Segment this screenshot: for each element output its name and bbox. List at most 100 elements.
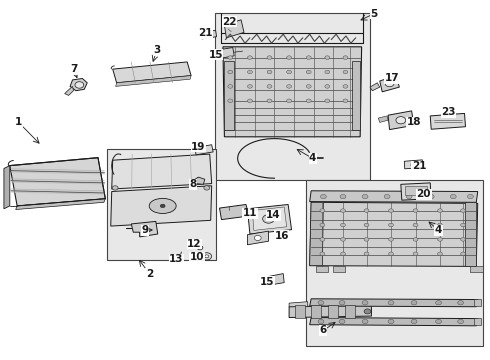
Circle shape <box>389 223 393 227</box>
Circle shape <box>267 70 272 74</box>
Text: 14: 14 <box>266 210 281 220</box>
Text: 4: 4 <box>309 153 317 163</box>
Circle shape <box>364 238 369 241</box>
Polygon shape <box>116 76 191 86</box>
Bar <box>328 305 338 318</box>
Circle shape <box>389 209 393 212</box>
Polygon shape <box>10 158 105 206</box>
Circle shape <box>247 56 252 59</box>
Circle shape <box>339 319 345 324</box>
Polygon shape <box>65 86 74 95</box>
Circle shape <box>254 235 261 240</box>
Polygon shape <box>223 47 362 137</box>
Circle shape <box>318 319 324 324</box>
Circle shape <box>406 194 412 199</box>
Bar <box>345 305 355 318</box>
Circle shape <box>341 223 345 227</box>
Circle shape <box>325 85 330 88</box>
Polygon shape <box>113 62 191 83</box>
Circle shape <box>436 319 441 324</box>
Circle shape <box>267 56 272 59</box>
Ellipse shape <box>149 198 176 213</box>
Text: 15: 15 <box>208 50 223 60</box>
Polygon shape <box>316 266 328 272</box>
Polygon shape <box>252 207 287 230</box>
Circle shape <box>388 319 394 324</box>
Circle shape <box>413 238 418 241</box>
Circle shape <box>438 209 442 212</box>
Circle shape <box>306 99 311 103</box>
Circle shape <box>467 194 473 199</box>
Text: 3: 3 <box>153 45 160 55</box>
Text: 21: 21 <box>198 28 213 38</box>
Polygon shape <box>474 318 481 325</box>
Text: 1: 1 <box>15 117 22 127</box>
Polygon shape <box>401 183 431 200</box>
Circle shape <box>112 186 118 190</box>
Circle shape <box>396 117 406 124</box>
Polygon shape <box>378 116 388 122</box>
Circle shape <box>428 194 434 199</box>
Polygon shape <box>70 78 87 91</box>
Text: 5: 5 <box>370 9 377 19</box>
Circle shape <box>320 252 325 256</box>
Circle shape <box>306 85 311 88</box>
Polygon shape <box>474 299 481 306</box>
Text: 6: 6 <box>320 325 327 336</box>
Bar <box>311 305 321 318</box>
Circle shape <box>228 56 233 59</box>
Circle shape <box>384 194 390 199</box>
Polygon shape <box>289 302 308 307</box>
Circle shape <box>320 209 325 212</box>
Bar <box>405 186 427 195</box>
Text: 9: 9 <box>142 225 148 235</box>
Polygon shape <box>310 299 478 307</box>
Circle shape <box>341 252 345 256</box>
Polygon shape <box>195 145 213 155</box>
Bar <box>295 305 305 318</box>
Circle shape <box>202 253 212 260</box>
Polygon shape <box>310 202 478 266</box>
Circle shape <box>413 252 418 256</box>
Circle shape <box>306 56 311 59</box>
Circle shape <box>364 252 369 256</box>
Polygon shape <box>310 318 478 326</box>
Circle shape <box>343 85 348 88</box>
Circle shape <box>228 99 233 103</box>
Bar <box>306 180 483 346</box>
Polygon shape <box>370 83 380 91</box>
Circle shape <box>458 301 464 305</box>
Circle shape <box>364 309 371 314</box>
Polygon shape <box>224 61 234 130</box>
Polygon shape <box>310 191 478 202</box>
Text: 7: 7 <box>70 64 77 74</box>
Text: 11: 11 <box>243 208 257 218</box>
Text: 10: 10 <box>190 252 204 262</box>
Circle shape <box>461 223 465 227</box>
Circle shape <box>320 238 325 241</box>
Circle shape <box>325 56 330 59</box>
Circle shape <box>228 85 233 88</box>
Text: 8: 8 <box>189 179 196 189</box>
Polygon shape <box>404 160 423 169</box>
Circle shape <box>263 215 274 223</box>
Circle shape <box>362 319 368 324</box>
Circle shape <box>318 301 324 305</box>
Text: 23: 23 <box>441 107 456 117</box>
Circle shape <box>228 70 233 74</box>
Circle shape <box>339 301 345 305</box>
Circle shape <box>411 301 417 305</box>
Polygon shape <box>465 202 476 266</box>
Circle shape <box>458 319 464 324</box>
Circle shape <box>343 70 348 74</box>
Polygon shape <box>195 177 205 184</box>
Polygon shape <box>388 111 414 130</box>
Circle shape <box>306 70 311 74</box>
Circle shape <box>413 209 418 212</box>
Circle shape <box>267 99 272 103</box>
Polygon shape <box>220 204 249 220</box>
Circle shape <box>325 99 330 103</box>
Circle shape <box>287 56 292 59</box>
Circle shape <box>461 209 465 212</box>
Circle shape <box>340 194 346 199</box>
